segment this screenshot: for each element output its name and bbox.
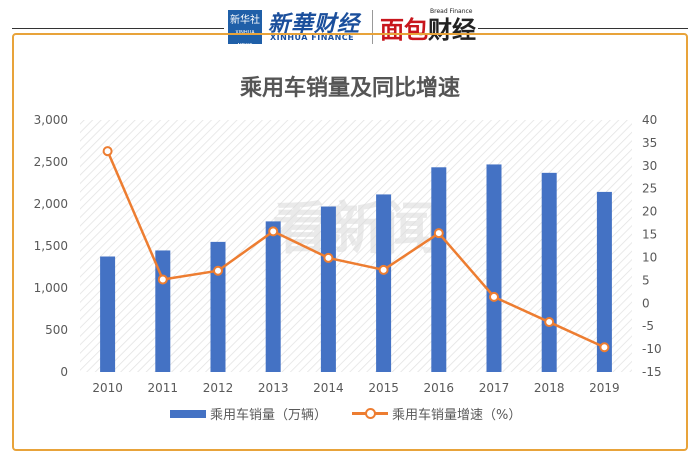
y-right-tick-label: 30 — [642, 159, 657, 173]
bar-2015 — [376, 194, 392, 372]
x-tick-label: 2011 — [148, 381, 179, 395]
legend-label-growth: 乘用车销量增速（%） — [392, 408, 522, 423]
y-right-tick-label: -15 — [642, 365, 662, 379]
bar-2019 — [596, 191, 612, 372]
bread-finance-logo-part2: 财经 — [428, 16, 476, 44]
y-left-tick-label: 1,500 — [34, 239, 68, 253]
bar-2010 — [100, 256, 116, 372]
plot-area — [80, 120, 632, 372]
legend-item-growth: 乘用车销量增速（%） — [352, 404, 521, 423]
bar-2012 — [210, 241, 226, 372]
bar-2017 — [486, 164, 502, 372]
header-rule-left — [12, 28, 224, 29]
bar-2018 — [541, 172, 557, 372]
y-right-tick-label: -5 — [642, 319, 654, 333]
x-tick-label: 2018 — [534, 381, 565, 395]
y-right-tick-label: 35 — [642, 136, 657, 150]
growth-point-2012 — [213, 265, 223, 276]
y-right-tick-label: 20 — [642, 205, 657, 219]
x-tick-label: 2010 — [92, 381, 123, 395]
brand-name-en: XINHUA FINANCE — [270, 33, 355, 42]
bread-finance-en: Bread Finance — [430, 8, 473, 15]
y-right-tick-label: 5 — [642, 273, 650, 287]
brand-separator — [372, 10, 373, 44]
bar-2016 — [431, 167, 447, 372]
header-rule-right — [478, 28, 688, 29]
bar-2014 — [320, 206, 336, 372]
y-right-tick-label: 40 — [642, 113, 657, 127]
growth-point-2010 — [102, 146, 113, 157]
brand-header: 新华社 XINHUA NEWS 新華财经 XINHUA FINANCE 面包财经… — [0, 0, 700, 49]
y-right-tick-label: 0 — [642, 296, 650, 310]
growth-point-2019 — [599, 342, 610, 353]
y-left-tick-label: 500 — [45, 323, 68, 337]
x-tick-label: 2015 — [368, 381, 399, 395]
x-tick-label: 2012 — [203, 381, 234, 395]
watermark: 看新闻 — [272, 197, 440, 262]
y-left-tick-label: 2,000 — [34, 197, 68, 211]
bread-finance-logo-part1: 面包 — [380, 16, 428, 44]
growth-point-2018 — [544, 317, 555, 328]
x-tick-label: 2017 — [479, 381, 510, 395]
chart-legend: 乘用车销量（万辆） 乘用车销量增速（%） — [0, 404, 700, 424]
x-tick-label: 2019 — [589, 381, 620, 395]
bread-finance-logo: 面包财经 — [380, 10, 476, 45]
x-tick-label: 2014 — [313, 381, 344, 395]
legend-swatch-line — [352, 408, 388, 419]
y-right-tick-label: 25 — [642, 182, 657, 196]
legend-label-sales: 乘用车销量（万辆） — [210, 408, 328, 423]
bar-2013 — [265, 221, 281, 372]
chart-frame — [12, 33, 688, 451]
chart-title: 乘用车销量及同比增速 — [239, 76, 460, 101]
y-left-tick-label: 3,000 — [34, 113, 68, 127]
x-tick-label: 2013 — [258, 381, 289, 395]
growth-point-2016 — [433, 228, 444, 239]
growth-line — [106, 150, 605, 349]
y-right-tick-label: 10 — [642, 250, 657, 264]
x-tick-label: 2016 — [424, 381, 455, 395]
growth-point-2011 — [157, 274, 168, 285]
y-left-tick-label: 0 — [60, 365, 68, 379]
brand-name-cn: 新華财经 — [268, 12, 361, 37]
legend-swatch-bar — [170, 409, 206, 418]
y-right-tick-label: 15 — [642, 228, 657, 242]
growth-point-2015 — [378, 264, 389, 275]
growth-point-2017 — [489, 291, 499, 302]
growth-point-2014 — [323, 252, 334, 263]
y-right-tick-label: -10 — [642, 342, 662, 356]
y-left-tick-label: 2,500 — [34, 155, 68, 169]
growth-point-2013 — [268, 226, 279, 237]
logo-text: 新华社 — [230, 15, 260, 26]
y-left-tick-label: 1,000 — [34, 281, 68, 295]
legend-item-sales: 乘用车销量（万辆） — [170, 404, 327, 423]
